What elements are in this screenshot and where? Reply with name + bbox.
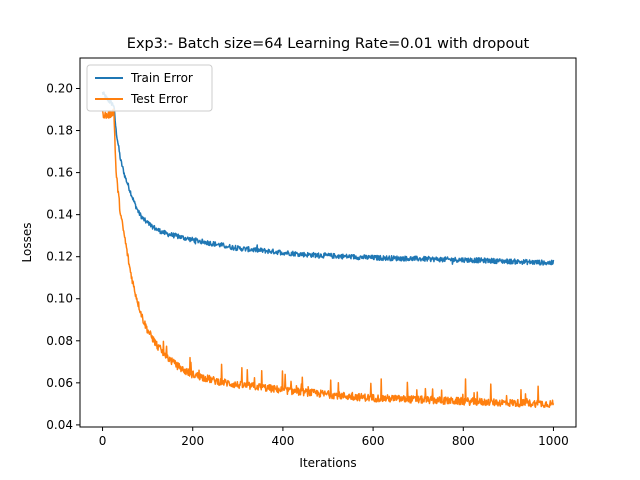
y-tick-label: 0.08 <box>46 334 73 348</box>
series-layer <box>101 91 555 409</box>
chart-title: Exp3:- Batch size=64 Learning Rate=0.01 … <box>127 36 530 52</box>
x-tick-label: 800 <box>452 434 475 448</box>
x-tick-label: 1000 <box>538 434 569 448</box>
x-tick-label: 0 <box>99 434 107 448</box>
y-axis: 0.04 0.06 0.08 0.10 0.12 0.14 0.16 0.18 0.20 <box>46 81 80 432</box>
x-tick-label: 400 <box>271 434 294 448</box>
x-tick-label: 200 <box>181 434 204 448</box>
y-tick-label: 0.18 <box>46 124 73 138</box>
y-tick-label: 0.14 <box>46 208 73 222</box>
y-tick-label: 0.04 <box>46 418 73 432</box>
plot-area <box>79 57 577 428</box>
y-tick-label: 0.20 <box>46 81 73 95</box>
x-axis-label: Iterations <box>299 456 356 470</box>
y-axis-label: Losses <box>20 223 34 263</box>
y-tick-label: 0.16 <box>46 166 73 180</box>
x-axis: 0 200 400 600 800 1000 <box>99 427 569 448</box>
legend: Train Error Test Error <box>86 64 213 112</box>
y-tick-label: 0.12 <box>46 250 73 264</box>
x-tick-label: 600 <box>362 434 385 448</box>
legend-label: Test Error <box>130 92 188 106</box>
series-line-test-error <box>101 108 555 409</box>
series-line-train-error <box>101 91 555 266</box>
y-tick-label: 0.06 <box>46 376 73 390</box>
y-tick-label: 0.10 <box>46 292 73 306</box>
legend-label: Train Error <box>130 71 193 85</box>
